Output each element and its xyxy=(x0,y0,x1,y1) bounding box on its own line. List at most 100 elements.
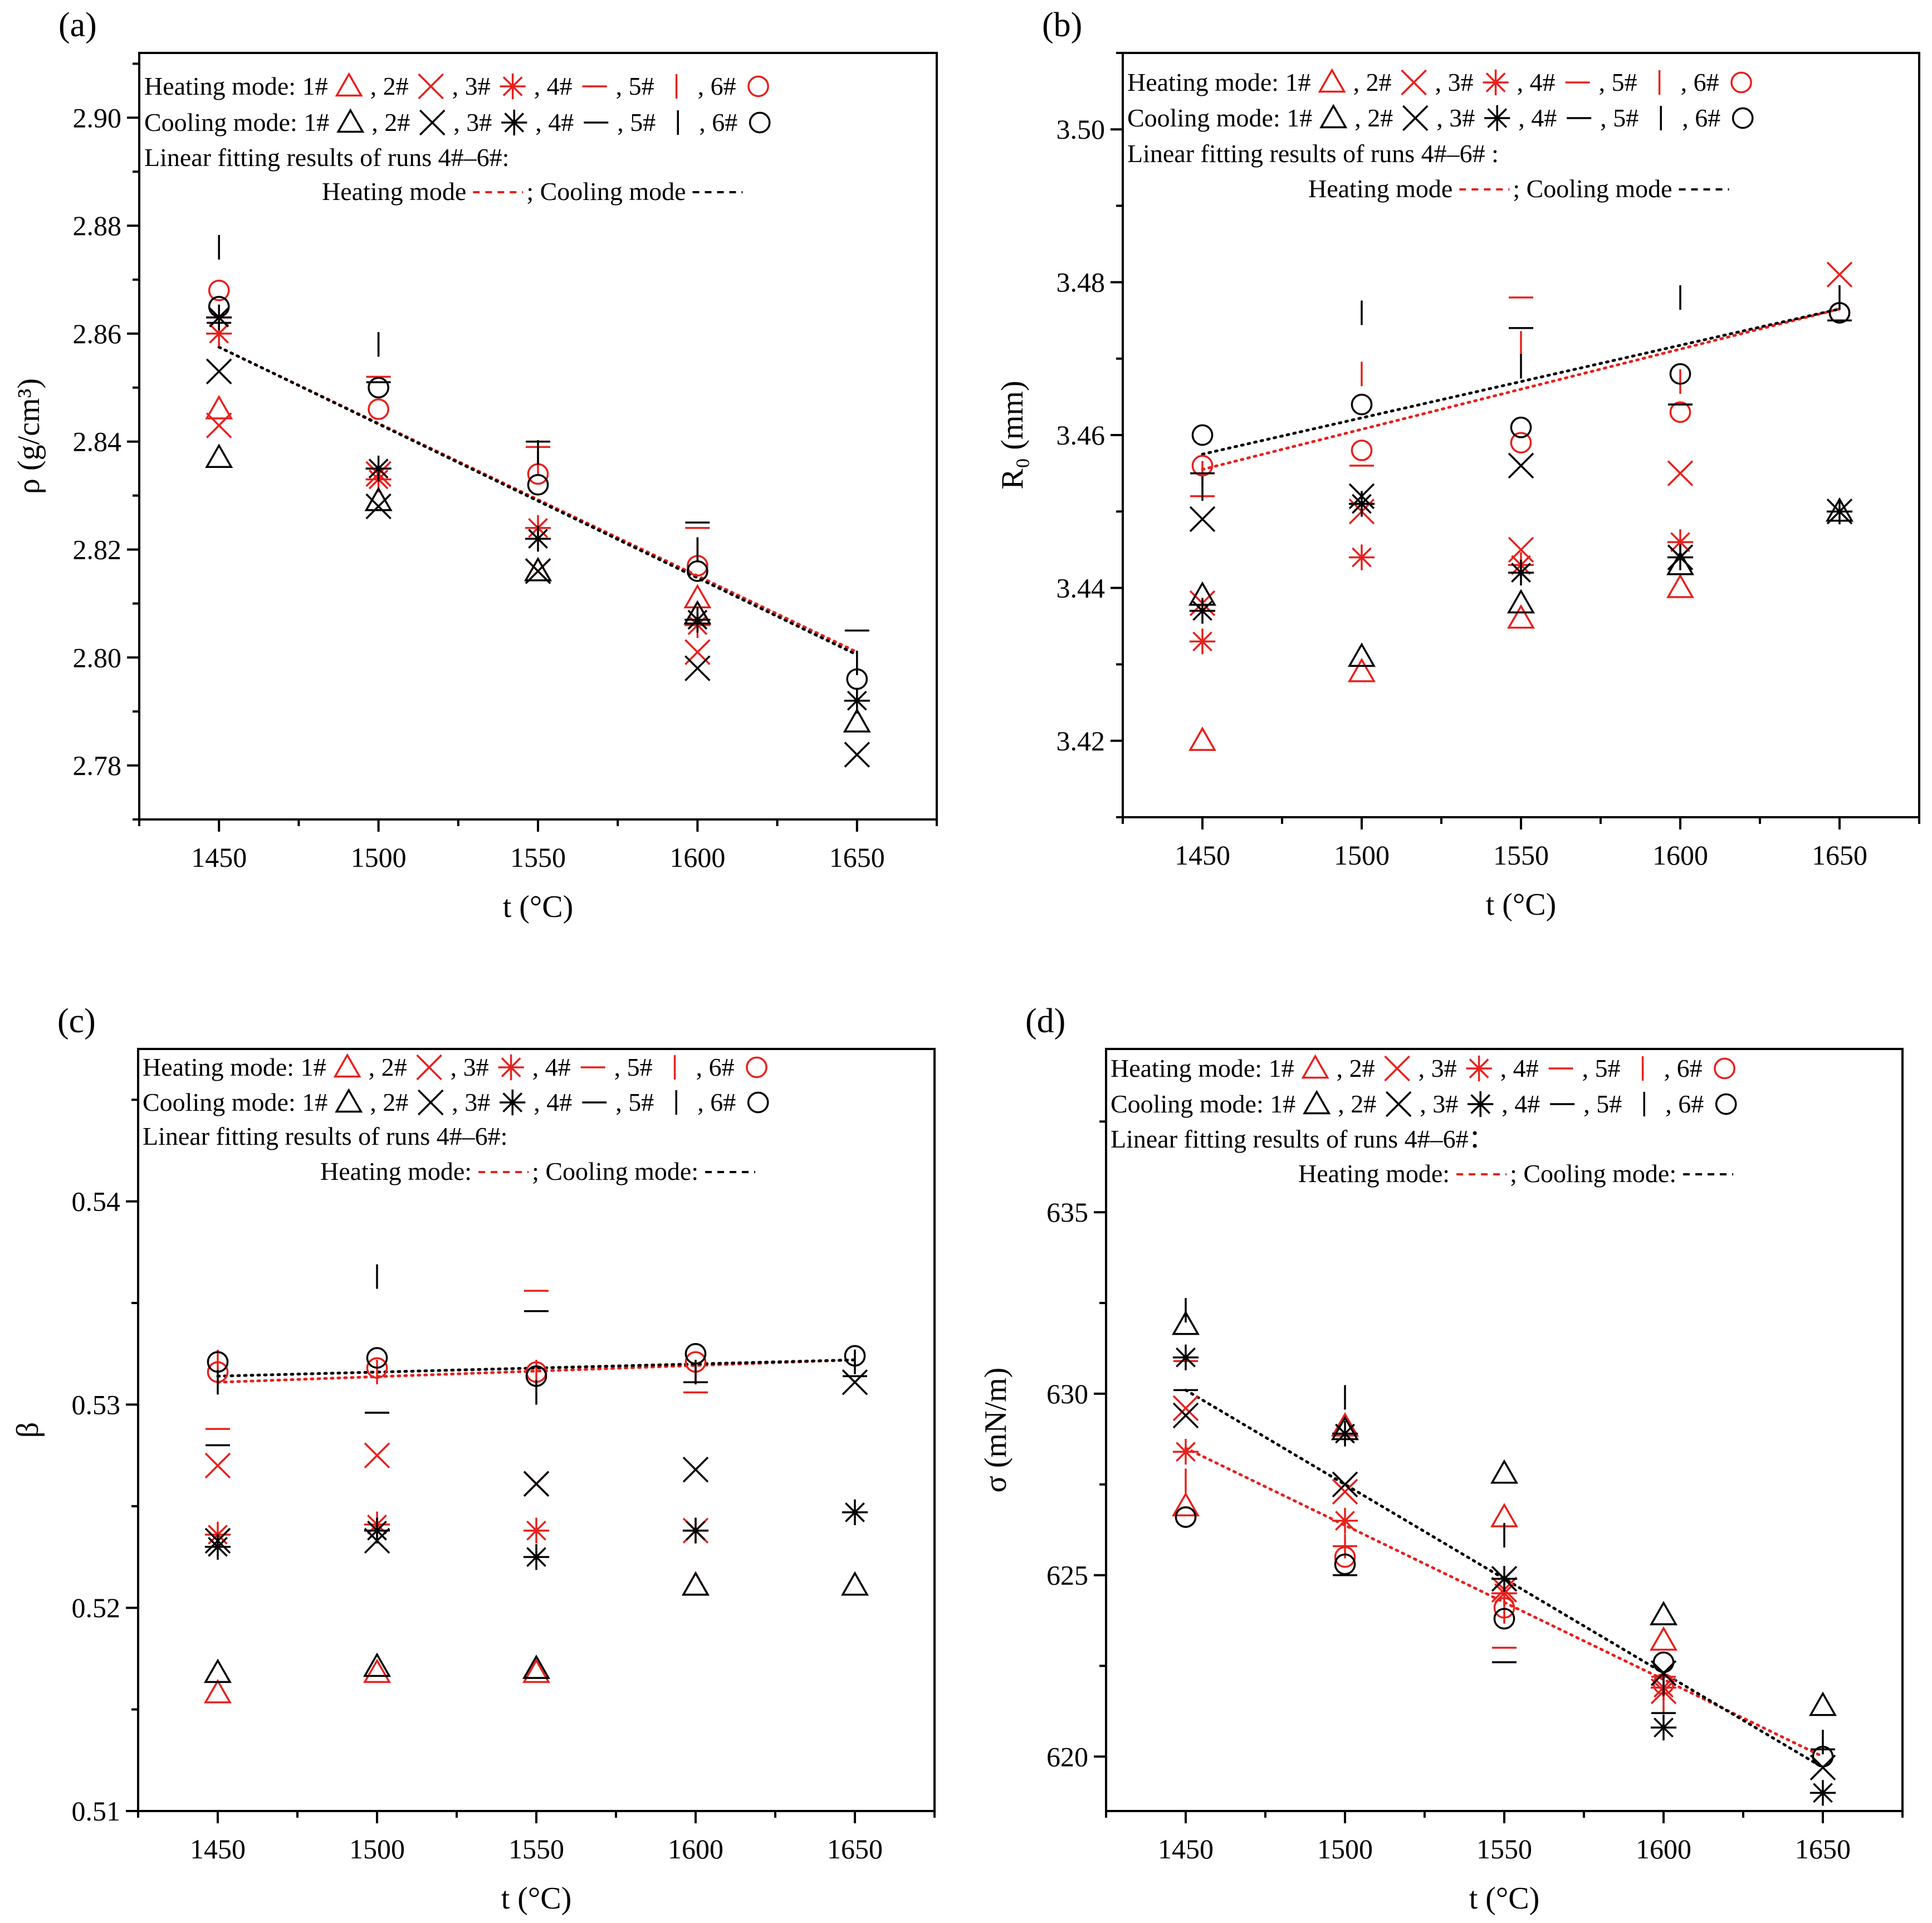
series-cooling-6 xyxy=(207,1343,866,1387)
data-point xyxy=(1332,1421,1358,1447)
legend-run-label: , 2# xyxy=(370,72,409,100)
y-tick-label: 2.82 xyxy=(73,534,122,565)
legend-run-label: , 4# xyxy=(1517,68,1556,96)
y-tick-label: 2.78 xyxy=(73,750,122,781)
series-cooling-3 xyxy=(206,304,870,714)
series-cooling-5 xyxy=(217,1264,856,1405)
data-point xyxy=(1508,452,1534,479)
legend-mode-label: Cooling mode: 1# xyxy=(143,1088,327,1116)
data-point xyxy=(366,1357,388,1379)
legend-run-label: , 2# xyxy=(369,1053,407,1081)
data-point xyxy=(523,1471,550,1497)
legend-run-label: , 3# xyxy=(1436,104,1475,132)
data-point xyxy=(1191,455,1214,477)
data-point xyxy=(205,443,233,468)
legend-run-label: , 5# xyxy=(614,1053,653,1081)
panel-d: (d) 1450 1500 1550 1600 1650 620 625 630 635 t (°C… xyxy=(979,1002,1904,1916)
fit-line-heating xyxy=(1201,308,1841,471)
legend-marker xyxy=(500,73,526,100)
data-point xyxy=(1172,1402,1199,1429)
y-tick-label: 2.84 xyxy=(73,426,122,457)
data-point xyxy=(1652,1651,1675,1673)
legend-run-label: , 4# xyxy=(532,1053,571,1081)
legend-marker xyxy=(1468,1091,1494,1117)
data-point xyxy=(1332,1471,1358,1497)
legend-run-label: , 5# xyxy=(617,108,656,136)
data-point xyxy=(364,1517,390,1544)
data-point xyxy=(368,377,389,399)
legend-run-label: , 4# xyxy=(1518,104,1557,132)
data-point xyxy=(687,560,708,582)
x-tick-label: 1500 xyxy=(349,1833,405,1865)
series-heating-1 xyxy=(1188,573,1695,751)
legend-mode-label: Heating mode: 1# xyxy=(1111,1054,1294,1082)
legend-fit-title: Linear fitting results of runs 4#–6#: xyxy=(143,1122,507,1150)
legend-run-label: , 6# xyxy=(698,72,736,100)
data-point xyxy=(1189,598,1216,624)
legend-fit-cooling-label: ; Cooling mode: xyxy=(1510,1159,1676,1188)
legend-marker xyxy=(1303,1090,1331,1115)
data-point xyxy=(1667,460,1694,486)
data-point xyxy=(1493,1597,1515,1619)
panel-b: (b) 1450 1500 1550 1600 1650 3.42 3.44 3.46 3.48 3… xyxy=(995,6,1920,922)
data-point xyxy=(365,493,392,520)
legend: Heating mode: 1#, 2#, 3#, 4#, 5#, 6#Cool… xyxy=(144,72,771,206)
y-tick-label: 3.50 xyxy=(1057,114,1106,145)
data-point xyxy=(527,474,549,496)
x-tick-label: 1450 xyxy=(191,842,247,873)
data-point xyxy=(523,1544,550,1570)
data-point xyxy=(840,1571,869,1596)
data-point xyxy=(1649,1626,1678,1651)
y-tick-label: 620 xyxy=(1046,1741,1088,1772)
legend-marker xyxy=(1484,105,1510,131)
data-point xyxy=(1348,544,1375,570)
data-point xyxy=(204,1452,231,1479)
legend-marker xyxy=(336,108,365,133)
series-cooling-5 xyxy=(1201,285,1841,501)
data-point xyxy=(525,526,551,552)
data-point xyxy=(682,1456,709,1483)
legend-run-label: , 4# xyxy=(1500,1054,1539,1082)
x-tick-label: 1600 xyxy=(668,1833,723,1865)
y-axis-title: ρ (g/cm³) xyxy=(12,378,46,494)
data-point xyxy=(206,412,232,438)
legend: Heating mode: 1#, 2#, 3#, 4#, 5#, 6#Cool… xyxy=(143,1053,769,1185)
legend-run-label: , 3# xyxy=(1420,1090,1458,1118)
data-point xyxy=(206,320,232,346)
data-point xyxy=(522,1658,551,1683)
legend-mode-label: Heating mode: 1# xyxy=(143,1053,326,1081)
y-tick-label: 0.54 xyxy=(72,1186,121,1217)
legend-marker xyxy=(1385,1091,1412,1117)
y-tick-label: 0.51 xyxy=(72,1795,121,1827)
legend-marker xyxy=(1732,107,1754,129)
y-tick-label: 630 xyxy=(1046,1378,1088,1409)
data-point xyxy=(1171,1310,1200,1335)
legend-fit-cooling-label: ; Cooling mode: xyxy=(532,1157,698,1185)
fit-line-cooling xyxy=(216,1358,857,1378)
data-point xyxy=(206,358,232,384)
legend-run-label: , 6# xyxy=(1665,1090,1704,1118)
legend-run-label: , 5# xyxy=(615,1088,654,1116)
data-point xyxy=(364,1442,390,1468)
legend-marker xyxy=(1319,104,1348,129)
series-cooling-2 xyxy=(206,358,870,768)
data-point xyxy=(1334,1546,1356,1568)
legend-run-label: , 3# xyxy=(453,108,492,136)
data-point xyxy=(1334,1553,1356,1575)
legend-run-label: , 2# xyxy=(1338,1090,1376,1118)
panel-label: (c) xyxy=(57,1002,96,1040)
data-point xyxy=(1188,726,1217,751)
legend-fit-cooling-label: ; Cooling mode xyxy=(526,177,686,206)
legend-fit-heating-label: Heating mode xyxy=(322,177,466,206)
data-point xyxy=(208,296,230,318)
x-axis-title: t (°C) xyxy=(501,1881,572,1916)
legend-fit-title: Linear fitting results of runs 4#–6#: xyxy=(144,143,509,172)
y-tick-label: 3.44 xyxy=(1057,572,1106,603)
legend-row-heating: Heating mode: 1# , 2# , 3# , 4# , 5# , 6# xyxy=(1111,1054,1735,1082)
x-tick-label: 1650 xyxy=(1795,1833,1851,1865)
legend-marker xyxy=(747,75,769,97)
data-point xyxy=(1491,1580,1518,1607)
data-point xyxy=(1171,1492,1200,1517)
legend-run-label: , 4# xyxy=(1501,1090,1540,1118)
